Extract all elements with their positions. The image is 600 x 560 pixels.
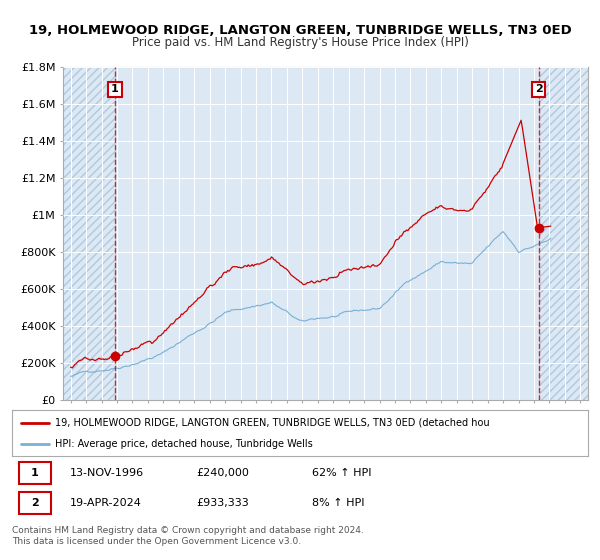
Text: 2: 2 [31,498,38,508]
Text: £240,000: £240,000 [196,468,249,478]
Text: This data is licensed under the Open Government Licence v3.0.: This data is licensed under the Open Gov… [12,538,301,547]
Text: 1: 1 [111,85,119,95]
Text: 1: 1 [31,468,38,478]
Text: HPI: Average price, detached house, Tunbridge Wells: HPI: Average price, detached house, Tunb… [55,439,313,449]
Bar [63,67,115,400]
FancyBboxPatch shape [19,492,50,514]
Text: 13-NOV-1996: 13-NOV-1996 [70,468,144,478]
Text: 19, HOLMEWOOD RIDGE, LANGTON GREEN, TUNBRIDGE WELLS, TN3 0ED (detached hou: 19, HOLMEWOOD RIDGE, LANGTON GREEN, TUNB… [55,418,490,428]
Text: 19, HOLMEWOOD RIDGE, LANGTON GREEN, TUNBRIDGE WELLS, TN3 0ED: 19, HOLMEWOOD RIDGE, LANGTON GREEN, TUNB… [29,24,571,36]
FancyBboxPatch shape [19,462,50,483]
Text: £933,333: £933,333 [196,498,249,508]
Text: 62% ↑ HPI: 62% ↑ HPI [311,468,371,478]
Text: Price paid vs. HM Land Registry's House Price Index (HPI): Price paid vs. HM Land Registry's House … [131,36,469,49]
Text: 19-APR-2024: 19-APR-2024 [70,498,142,508]
Text: 2: 2 [535,85,542,95]
Bar [539,67,588,400]
Text: 8% ↑ HPI: 8% ↑ HPI [311,498,364,508]
Text: Contains HM Land Registry data © Crown copyright and database right 2024.: Contains HM Land Registry data © Crown c… [12,526,364,535]
